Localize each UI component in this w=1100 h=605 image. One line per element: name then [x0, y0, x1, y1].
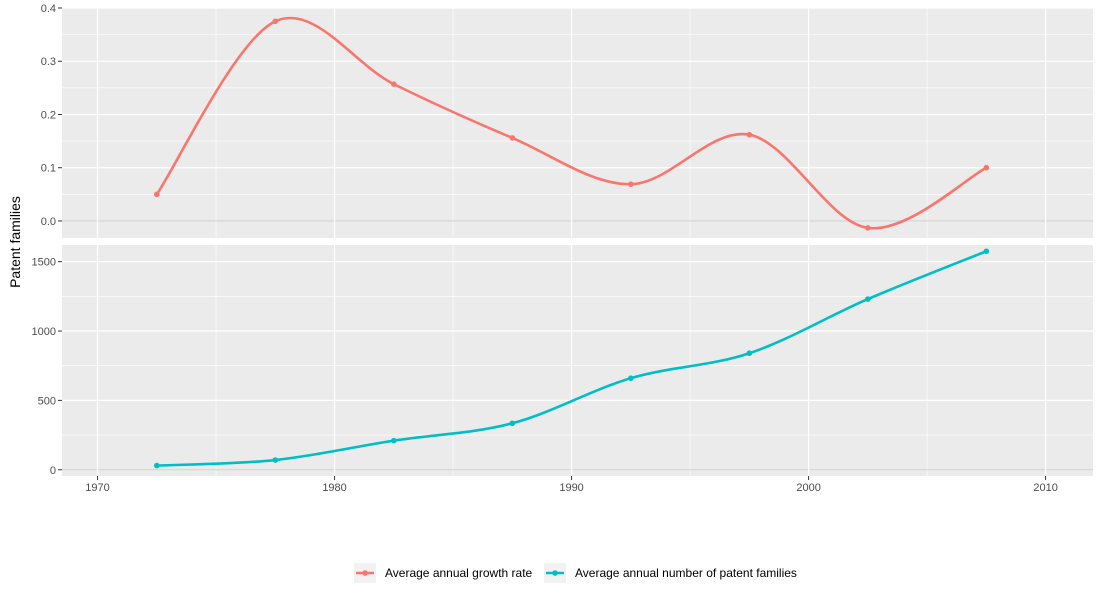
data-point [746, 131, 753, 138]
y-tick-label: 0.1 [41, 163, 56, 175]
y-tick-label: 0.2 [41, 109, 56, 121]
legend-key-point [362, 570, 368, 576]
data-point [865, 296, 871, 302]
series-line-2 [155, 249, 988, 467]
legend-item-2: Average annual number of patent families [544, 563, 797, 583]
data-point [628, 375, 634, 381]
y-axis-title: Patent families [7, 196, 23, 288]
data-point [865, 225, 871, 231]
data-point [509, 420, 516, 427]
legend-item-1: Average annual growth rate [354, 563, 533, 583]
data-point [272, 18, 279, 25]
y-tick-label: 0.4 [41, 3, 56, 15]
panel-2: 0 500 1000 1500 [32, 245, 1093, 477]
legend-label: Average annual growth rate [385, 566, 533, 580]
panel-background [62, 245, 1093, 476]
data-point [154, 462, 160, 469]
data-point [983, 164, 990, 171]
legend-label: Average annual number of patent families [575, 566, 797, 580]
panel-1: 0.0 0.1 0.2 0.3 0.4 [41, 3, 1093, 238]
data-point [272, 457, 279, 463]
panel-background [62, 8, 1093, 238]
y-tick-label: 0 [50, 465, 56, 477]
y-tick-label: 0.3 [41, 56, 56, 68]
legend-key-point [552, 570, 558, 576]
x-tick-label: 2010 [1033, 482, 1057, 494]
x-tick-label: 2000 [796, 482, 820, 494]
data-point [391, 81, 397, 87]
y-tick-label: 500 [38, 395, 56, 407]
data-point [509, 135, 516, 141]
x-tick-label: 1970 [85, 482, 109, 494]
legend: Average annual growth rate Average annual… [354, 563, 797, 583]
y-tick-label: 0.0 [41, 216, 56, 228]
data-point [746, 350, 753, 357]
y-tick-label: 1000 [32, 326, 56, 338]
data-point [983, 248, 990, 255]
data-point [154, 191, 160, 198]
data-point [628, 181, 634, 188]
data-point [391, 437, 397, 444]
x-tick-label: 1980 [322, 482, 346, 494]
y-tick-label: 1500 [32, 257, 56, 269]
x-tick-label: 1990 [559, 482, 583, 494]
